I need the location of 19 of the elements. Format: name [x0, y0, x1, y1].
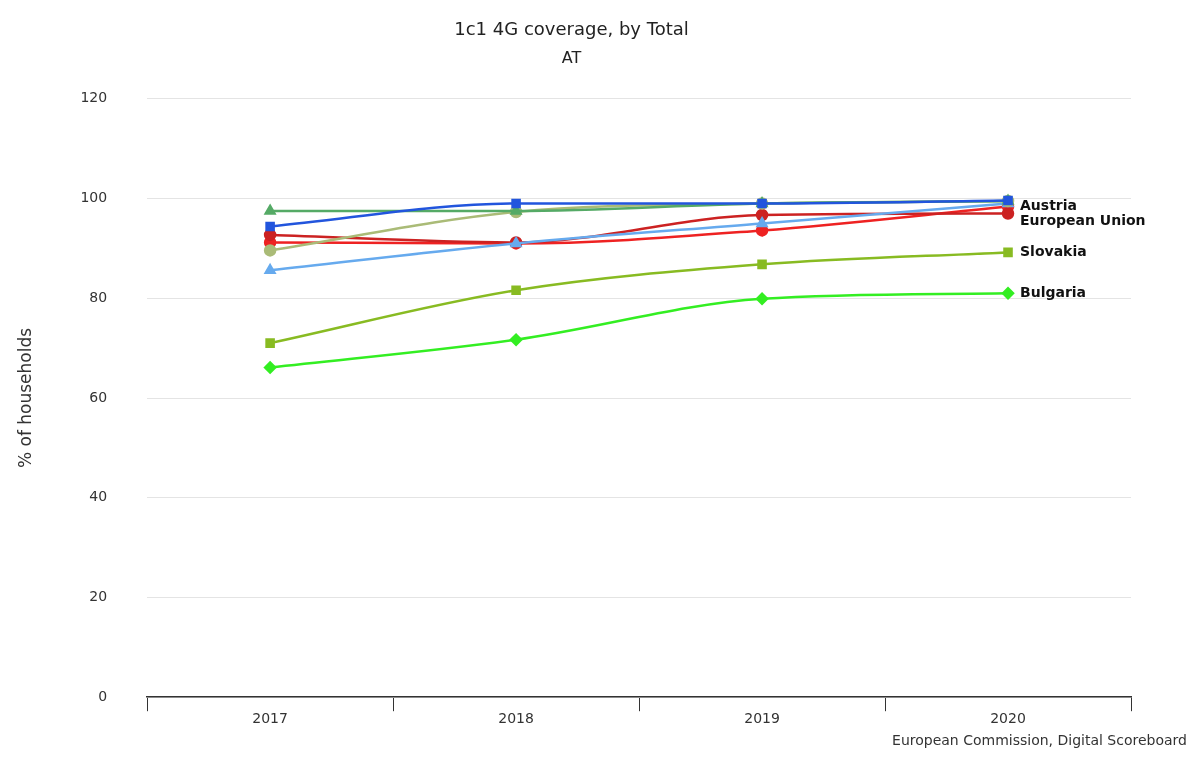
series-label: European Union [1020, 212, 1146, 229]
x-tick-label: 2019 [744, 710, 780, 727]
y-tick-label: 80 [89, 288, 108, 305]
chart-title: 1c1 4G coverage, by Total [454, 18, 689, 40]
y-tick-label: 40 [89, 488, 108, 505]
y-tick-label: 120 [80, 89, 108, 106]
series-label: Austria [1020, 197, 1077, 214]
y-tick-label: 20 [89, 588, 108, 605]
text: European Commission, Digital Scoreboard [892, 731, 1187, 748]
x-tick-label: 2017 [252, 710, 288, 727]
y-tick-label: 0 [98, 687, 108, 704]
x-tick-label: 2018 [498, 710, 534, 727]
chart-subtitle: AT [561, 48, 582, 68]
series-label: Slovakia [1020, 243, 1087, 260]
x-tick-label: 2020 [990, 710, 1026, 727]
series-label: Bulgaria [1020, 283, 1087, 300]
y-tick-label: 100 [80, 189, 108, 206]
y-axis-title: % of households [14, 327, 35, 469]
y-tick-label: 60 [89, 388, 108, 405]
